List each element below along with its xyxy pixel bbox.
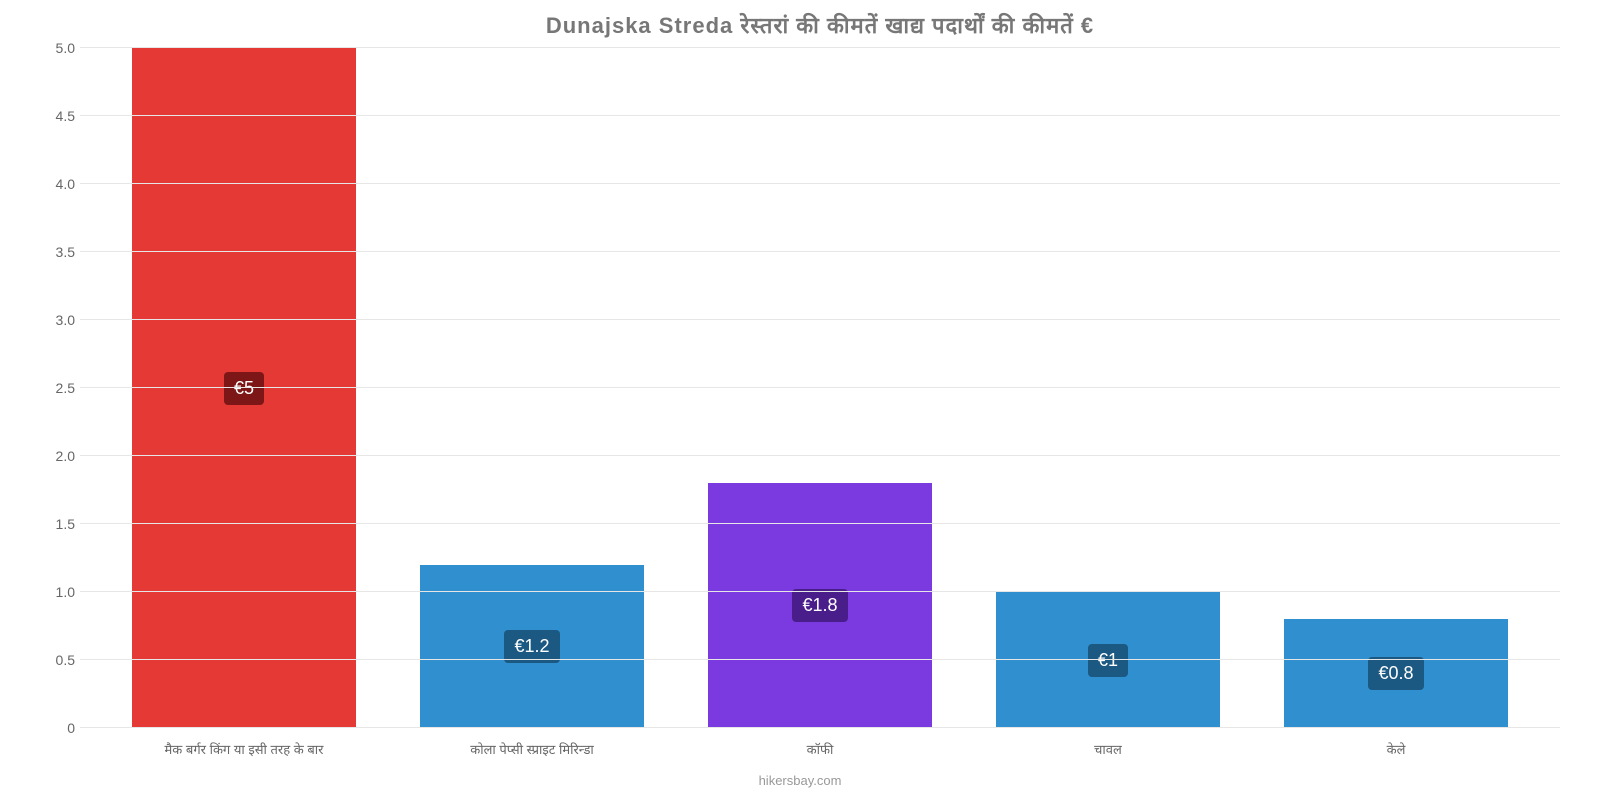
bar-group: €0.8 [1252,48,1540,728]
bar-group: €1.2 [388,48,676,728]
bar: €5 [132,48,357,728]
bar-value-label: €1 [1088,644,1128,677]
bar: €1.2 [420,565,645,728]
y-tick-label: 3.0 [30,312,75,328]
bar: €0.8 [1284,619,1509,728]
bar-value-label: €0.8 [1368,657,1423,690]
y-tick-label: 4.0 [30,176,75,192]
y-tick-label: 5.0 [30,40,75,56]
bar-group: €1 [964,48,1252,728]
bar-group: €1.8 [676,48,964,728]
x-tick-label: चावल [964,740,1252,758]
grid-line [80,47,1560,48]
y-tick-label: 1.0 [30,584,75,600]
grid-line [80,183,1560,184]
y-tick-label: 2.5 [30,380,75,396]
grid-line [80,591,1560,592]
y-tick-label: 2.0 [30,448,75,464]
y-tick-label: 4.5 [30,108,75,124]
grid-line [80,319,1560,320]
plot-area: 00.51.01.52.02.53.03.54.04.55.0 €5€1.2€1… [80,48,1560,728]
bar: €1.8 [708,483,933,728]
bar: €1 [996,592,1221,728]
grid-line [80,727,1560,728]
x-tick-label: मैक बर्गर किंग या इसी तरह के बार [100,740,388,758]
bar-value-label: €5 [224,372,264,405]
y-tick-label: 3.5 [30,244,75,260]
x-axis-labels: मैक बर्गर किंग या इसी तरह के बारकोला पेप… [80,740,1560,758]
x-tick-label: कोला पेप्सी स्प्राइट मिरिन्डा [388,740,676,758]
chart-container: Dunajska Streda रेस्तरां की कीमतें खाद्य… [0,0,1600,800]
y-tick-label: 0.5 [30,652,75,668]
grid-line [80,387,1560,388]
y-axis: 00.51.01.52.02.53.03.54.04.55.0 [30,48,75,728]
bar-value-label: €1.8 [792,589,847,622]
grid-line [80,659,1560,660]
grid-line [80,523,1560,524]
grid-line [80,115,1560,116]
grid-line [80,455,1560,456]
chart-title: Dunajska Streda रेस्तरां की कीमतें खाद्य… [80,10,1560,40]
y-tick-label: 1.5 [30,516,75,532]
x-tick-label: कॉफी [676,740,964,758]
bar-group: €5 [100,48,388,728]
attribution-text: hikersbay.com [0,773,1600,788]
grid-line [80,251,1560,252]
bar-value-label: €1.2 [504,630,559,663]
x-tick-label: केले [1252,740,1540,758]
y-tick-label: 0 [30,720,75,736]
bars-area: €5 €1.2 €1.8 €1 €0.8 [80,48,1560,728]
